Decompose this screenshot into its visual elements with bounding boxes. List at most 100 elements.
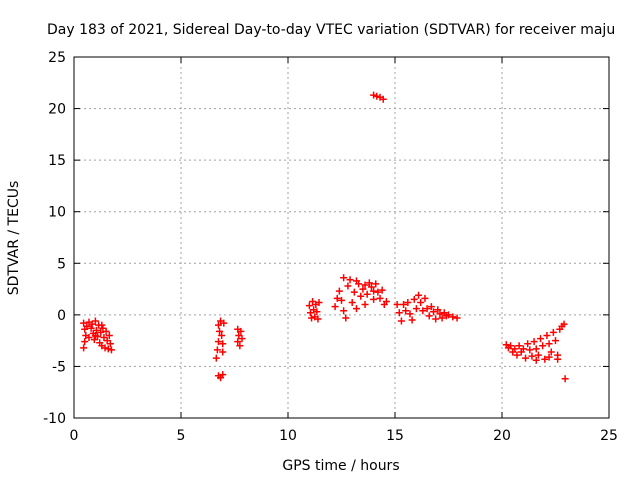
data-point [397,317,405,325]
data-point [445,311,452,319]
data-point [528,352,536,360]
data-point [438,314,446,322]
data-point [359,285,367,293]
data-point [534,351,542,359]
data-point [313,308,321,316]
data-point [344,282,352,290]
data-point [545,353,553,361]
data-point [507,342,515,350]
data-point [219,340,227,348]
x-tick-label: 10 [279,428,297,444]
y-tick-label: -5 [52,359,66,375]
data-point [515,342,523,350]
data-point [560,320,568,328]
data-point [213,346,221,354]
data-point [541,355,549,363]
y-tick-label: 5 [57,256,66,272]
data-point [357,292,365,300]
data-point [554,355,562,363]
x-tick-label: 0 [70,428,79,444]
data-point [103,337,111,345]
data-point [309,297,317,305]
data-point [352,305,360,313]
data-point [370,295,378,303]
data-point [532,356,540,364]
data-point [543,331,551,339]
data-point [361,281,369,289]
y-tick-label: 15 [48,153,66,169]
data-point [406,310,414,318]
grid-lines [74,57,609,418]
data-point [214,321,222,329]
data-point [408,316,416,324]
data-point [417,298,425,306]
data-point [101,344,109,352]
data-point [370,287,378,295]
x-tick-label: 25 [600,428,618,444]
data-point [423,305,431,313]
y-tick-label: 25 [48,50,66,66]
data-point [449,313,457,321]
data-point [350,288,358,296]
data-point [105,331,113,339]
data-point [373,92,381,100]
chart-title: Day 183 of 2021, Sidereal Day-to-day VTE… [47,22,615,38]
y-tick-label: 10 [48,205,66,221]
data-point [80,319,88,327]
data-point [404,298,412,306]
data-point [237,327,245,335]
data-point [87,324,95,332]
data-point [348,298,356,306]
data-point [367,283,375,291]
data-point [234,338,242,346]
data-point [338,296,345,304]
data-point [402,307,410,315]
x-axis-label: GPS time / hours [282,458,399,474]
data-point [382,297,390,305]
data-point [340,274,348,282]
data-point [453,314,461,322]
data-point [549,328,557,336]
data-point [376,294,384,302]
data-point [99,324,107,332]
x-axis-ticks: 0 5 10 15 20 25 [70,57,618,444]
data-point [308,314,316,322]
data-point [333,294,341,302]
data-point [219,371,227,379]
data-point [393,301,401,309]
y-axis-label: SDTVAR / TECUs [6,181,22,296]
x-tick-label: 20 [493,428,511,444]
data-point [102,327,110,335]
data-point [98,321,106,329]
x-tick-label: 5 [177,428,186,444]
data-point [340,307,348,315]
data-point [88,320,96,328]
data-point [412,305,420,313]
data-point [236,342,244,350]
data-point [80,344,88,352]
data-point [331,303,339,311]
data-point [532,345,540,353]
data-point [305,302,313,310]
data-point [410,295,418,303]
y-tick-label: 0 [57,308,66,324]
data-point [552,337,559,345]
data-point [539,342,547,350]
data-point [90,336,98,344]
data-point [561,375,569,383]
data-point [522,354,530,362]
data-point [235,331,243,339]
data-point [545,340,553,348]
data-point [97,328,105,336]
y-tick-label: -10 [43,411,66,427]
data-point [100,334,108,342]
data-point [219,348,227,356]
data-point [361,301,369,309]
data-point [436,310,444,318]
y-axis-ticks: -10 -5 0 5 10 15 20 25 [43,50,609,427]
data-point [526,346,534,354]
data-point [372,280,380,288]
data-point [537,335,545,343]
data-point [415,291,423,299]
